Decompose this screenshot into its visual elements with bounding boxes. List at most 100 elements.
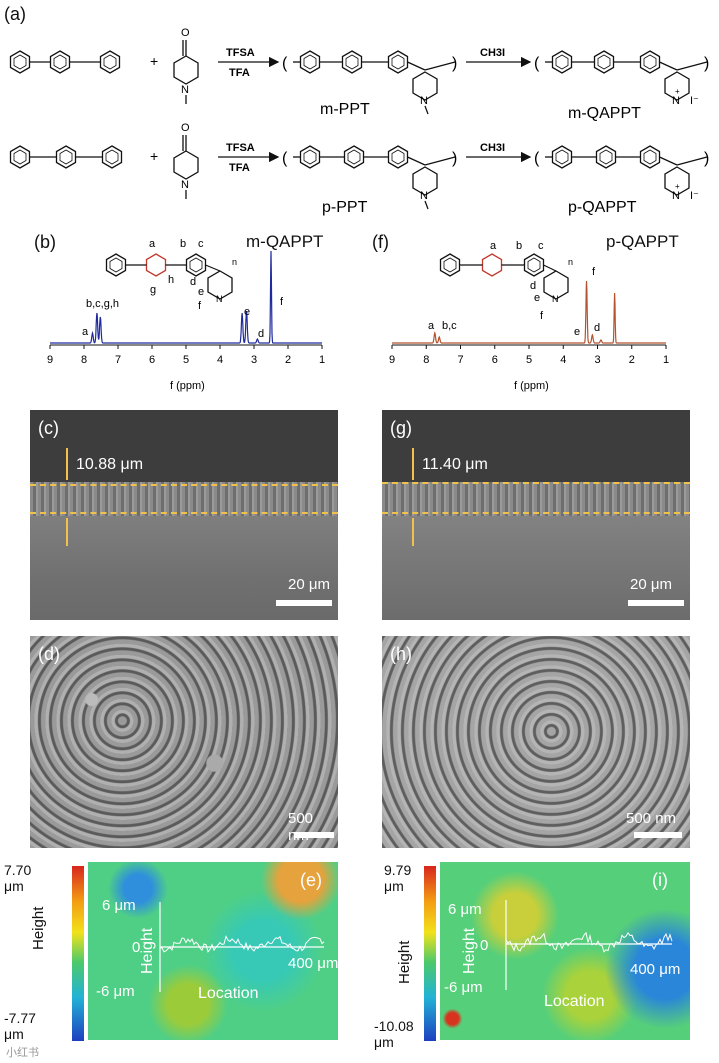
scale-bar-g [628, 600, 684, 606]
svg-text:(: ( [282, 55, 288, 72]
tick-label: 1 [663, 354, 669, 366]
svg-text:+: + [675, 87, 680, 96]
panel-label-g: (g) [390, 418, 412, 438]
tick-label: 7 [458, 354, 464, 366]
product-p-qappt: p-QAPPT [568, 199, 637, 216]
reaction-scheme: + O N TFSA TFA ( ) N m-PPT CH3I ( ) N [9, 27, 709, 216]
sem-cross-section-left: (c) 10.88 μm 20 μm [30, 410, 338, 620]
svg-text:I⁻: I⁻ [690, 95, 699, 107]
peak-label-e: e [244, 306, 250, 318]
svg-text:O: O [181, 122, 190, 134]
afm-right-xtick-end: 400 μm [630, 961, 680, 978]
scale-label-h: 500 nm [626, 810, 677, 827]
struct-label-h: h [168, 274, 174, 286]
svg-text:(: ( [282, 150, 288, 167]
m-terphenyl-structure [9, 50, 121, 74]
struct-label-f: f [198, 300, 202, 312]
tick-label: 7 [115, 354, 121, 366]
afm-right-max: 9.79 μm [384, 862, 412, 894]
svg-text:N: N [672, 190, 680, 202]
sem-surface-right: (h) 500 nm [382, 636, 690, 848]
svg-text:): ) [704, 150, 709, 167]
afm-map-left: (e) 6 μm 0 -6 μm 400 μm Location Height [88, 862, 338, 1040]
struct-label-g: g [150, 284, 156, 296]
svg-text:): ) [452, 55, 457, 72]
tick-label: 2 [629, 354, 635, 366]
tick-label: 8 [81, 354, 87, 366]
tick-label: 1 [319, 354, 325, 366]
tick-label: 5 [526, 354, 532, 366]
struct-label-a-right: a [490, 240, 497, 252]
svg-text:N: N [216, 294, 223, 304]
scale-label-c: 20 μm [288, 576, 330, 593]
scale-bar-h [634, 832, 682, 838]
thickness-label-left: 10.88 μm [76, 456, 144, 473]
plus-sign-1: + [150, 53, 158, 69]
struct-label-f-right: f [540, 310, 544, 322]
afm-right-ytick-top: 6 μm [448, 901, 482, 918]
reagent-tfsa-1: TFSA [226, 47, 255, 59]
svg-text:n: n [568, 257, 573, 267]
panel-label-c: (c) [38, 418, 59, 438]
tick-label: 2 [285, 354, 291, 366]
peak-label-bc-right: b,c [442, 320, 457, 332]
peak-label-bcgh: b,c,g,h [86, 298, 119, 310]
panel-label-h: (h) [390, 644, 412, 664]
reagent-tfsa-2: TFSA [226, 142, 255, 154]
sem-surface-left: (d) 500 nm [30, 636, 338, 848]
tick-label: 6 [492, 354, 498, 366]
plus-sign-2: + [150, 148, 158, 164]
struct-label-c-right: c [538, 240, 544, 252]
afm-left-max: 7.70 μm [4, 862, 32, 894]
thickness-label-right: 11.40 μm [422, 456, 488, 473]
p-qappt-mini-structure: N n [439, 253, 573, 304]
m-qappt-mini-structure: N n [105, 253, 237, 304]
m-qappt-structure: ( ) N + I⁻ [534, 50, 709, 107]
nmr-right-xlabel: f (ppm) [514, 380, 549, 392]
nmr-left-compound: m-QAPPT [246, 232, 324, 251]
panel-label-e: (e) [300, 870, 322, 890]
reagent-tfa-2: TFA [229, 162, 250, 174]
svg-text:): ) [452, 150, 457, 167]
afm-left-xtick-end: 400 μm [288, 955, 338, 972]
peak-label-d: d [258, 328, 264, 340]
svg-text:+: + [675, 182, 680, 191]
tick-label: 8 [423, 354, 429, 366]
peak-label-f: f [280, 296, 284, 308]
piperidone-structure-2: O N [173, 122, 199, 199]
watermark: 小红书 [6, 1047, 39, 1059]
piperidone-structure-1: O N [173, 27, 199, 104]
scale-bar-c [276, 600, 332, 606]
panel-label-d: (d) [38, 644, 60, 664]
afm-right-xlabel: Location [544, 993, 605, 1010]
scale-label-d: 500 nm [288, 810, 314, 844]
p-ppt-structure: ( ) N [282, 145, 457, 210]
m-ppt-structure: ( ) N [282, 50, 457, 115]
scale-label-g: 20 μm [630, 576, 672, 593]
nmr-right-trace [392, 280, 666, 344]
nmr-right-compound: p-QAPPT [606, 232, 679, 251]
panel-label-i: (i) [652, 870, 668, 890]
svg-text:N: N [672, 95, 680, 107]
peak-label-a: a [82, 326, 89, 338]
struct-label-d: d [190, 276, 196, 288]
afm-map-right: (i) 6 μm 0 -6 μm 400 μm Location Height [440, 862, 690, 1040]
nmr-left-xlabel: f (ppm) [170, 380, 205, 392]
panel-label-a: (a) [4, 4, 26, 24]
afm-left-ytick-bottom: -6 μm [96, 983, 135, 1000]
svg-text:N: N [181, 84, 189, 96]
afm-right-profile: 6 μm 0 -6 μm 400 μm Location Height [444, 900, 680, 1010]
peak-label-a-right: a [428, 320, 435, 332]
panel-label-f: (f) [372, 232, 389, 252]
afm-left-xlabel: Location [198, 985, 259, 1002]
struct-label-e-right: e [534, 292, 540, 304]
struct-label-a: a [149, 238, 156, 250]
reagent-ch3i-2: CH3I [480, 142, 505, 154]
scale-bar-d [294, 832, 334, 838]
peak-label-d-right: d [594, 322, 600, 334]
svg-text:N: N [552, 294, 559, 304]
struct-label-d-right: d [530, 280, 536, 292]
afm-left-min: -7.77 μm [4, 1010, 36, 1042]
svg-text:N: N [181, 179, 189, 191]
